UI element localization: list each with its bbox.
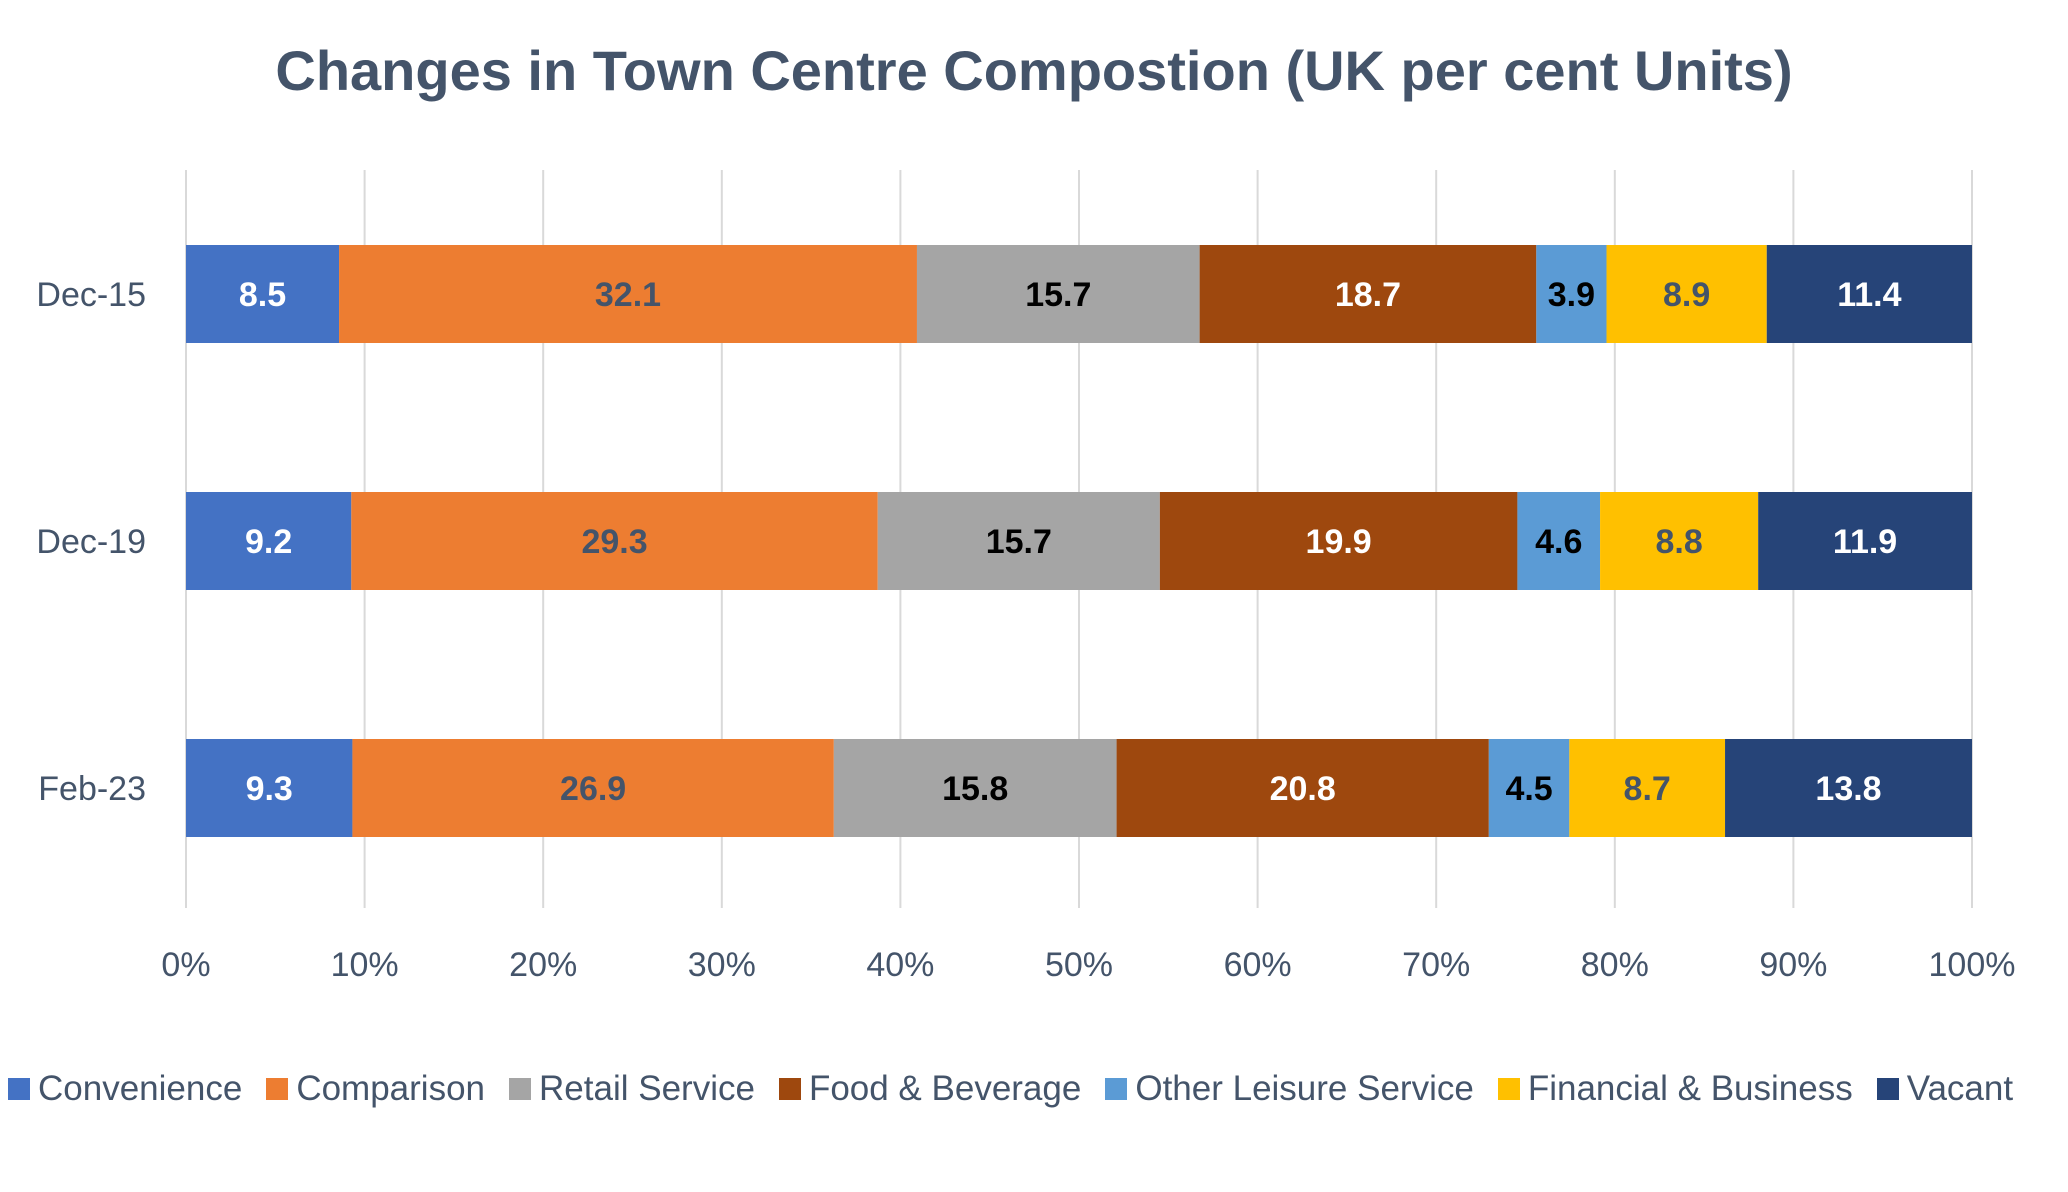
data-label: 26.9 (560, 770, 626, 808)
legend-item: Other Leisure Service (1105, 1069, 1474, 1109)
legend-item: Food & Beverage (778, 1069, 1082, 1109)
data-label: 11.9 (1833, 523, 1897, 561)
bar-segment (339, 245, 917, 343)
x-tick-label: 80% (1581, 946, 1649, 984)
bar-segment (1199, 245, 1537, 343)
data-label: 4.6 (1535, 523, 1582, 561)
bar-segment (1758, 492, 1972, 590)
legend-item: Comparison (266, 1069, 485, 1109)
data-label: 13.8 (1815, 770, 1881, 808)
chart-title: Changes in Town Centre Compostion (UK pe… (275, 39, 1793, 102)
bar-segment (186, 245, 340, 343)
legend-swatch (8, 1078, 30, 1100)
legend-label: Comparison (296, 1069, 486, 1108)
x-tick-label: 70% (1402, 946, 1470, 984)
bar-segment (1536, 245, 1607, 343)
legend: Convenience Comparison Retail Service Food … (8, 1064, 2037, 1114)
legend-item: Convenience (8, 1069, 242, 1109)
data-label: 19.9 (1306, 523, 1372, 561)
bar-segment (186, 492, 352, 590)
legend-item: Retail Service (509, 1069, 755, 1109)
bar-segment (1488, 739, 1570, 837)
data-label: 4.5 (1505, 770, 1552, 808)
data-label: 9.2 (245, 523, 292, 561)
x-tick-label: 20% (509, 946, 577, 984)
legend-swatch (509, 1078, 532, 1100)
x-tick-label: 0% (161, 946, 210, 984)
data-label: 8.7 (1624, 770, 1671, 808)
legend-label: Vacant (1906, 1069, 2014, 1108)
legend-label: Retail Service (539, 1069, 755, 1108)
bar-segment (1569, 739, 1726, 837)
data-label: 8.9 (1663, 276, 1710, 314)
x-tick-label: 60% (1224, 946, 1292, 984)
data-label: 18.7 (1335, 276, 1401, 314)
legend-label: Other Leisure Service (1135, 1069, 1474, 1108)
data-label: 8.5 (239, 276, 286, 314)
data-label: 9.3 (246, 770, 293, 808)
legend-swatch (1497, 1078, 1520, 1100)
bar-segment (351, 492, 878, 590)
legend-label: Financial & Business (1527, 1069, 1853, 1108)
bar-segment (833, 739, 1117, 837)
x-tick-label: 40% (866, 946, 934, 984)
bar-segment (1116, 739, 1489, 837)
x-tick-label: 30% (688, 946, 756, 984)
data-label: 15.7 (1025, 276, 1091, 314)
legend-swatch (1105, 1078, 1128, 1100)
legend-label: Convenience (38, 1069, 243, 1108)
legend-swatch (778, 1078, 801, 1100)
data-label: 11.4 (1837, 276, 1901, 314)
bar-segment (1725, 739, 1972, 837)
bar-segment (352, 739, 834, 837)
y-category-label: Dec-19 (36, 523, 146, 561)
legend-item: Financial & Business (1497, 1069, 1853, 1109)
legend-label: Food & Beverage (808, 1069, 1082, 1108)
bar-segment (1517, 492, 1601, 590)
data-label: 15.8 (942, 770, 1008, 808)
data-label: 15.7 (986, 523, 1052, 561)
y-category-label: Dec-15 (36, 276, 146, 314)
bar-segment (1766, 245, 1972, 343)
data-label: 20.8 (1270, 770, 1336, 808)
bar-segment (877, 492, 1160, 590)
data-label: 3.9 (1548, 276, 1595, 314)
data-label: 32.1 (595, 276, 661, 314)
data-label: 29.3 (581, 523, 647, 561)
x-tick-label: 100% (1929, 946, 2016, 984)
bar-segment (1600, 492, 1759, 590)
legend-swatch (1876, 1078, 1899, 1100)
legend-item: Vacant (1876, 1069, 2014, 1109)
x-tick-label: 90% (1759, 946, 1827, 984)
bar-segment (186, 739, 353, 837)
x-tick-label: 50% (1045, 946, 1113, 984)
bar-segment (916, 245, 1200, 343)
bar-segment (1159, 492, 1518, 590)
bar-segment (1606, 245, 1767, 343)
y-category-label: Feb-23 (38, 770, 146, 808)
x-tick-label: 10% (331, 946, 399, 984)
legend-swatch (266, 1078, 289, 1100)
data-label: 8.8 (1655, 523, 1702, 561)
